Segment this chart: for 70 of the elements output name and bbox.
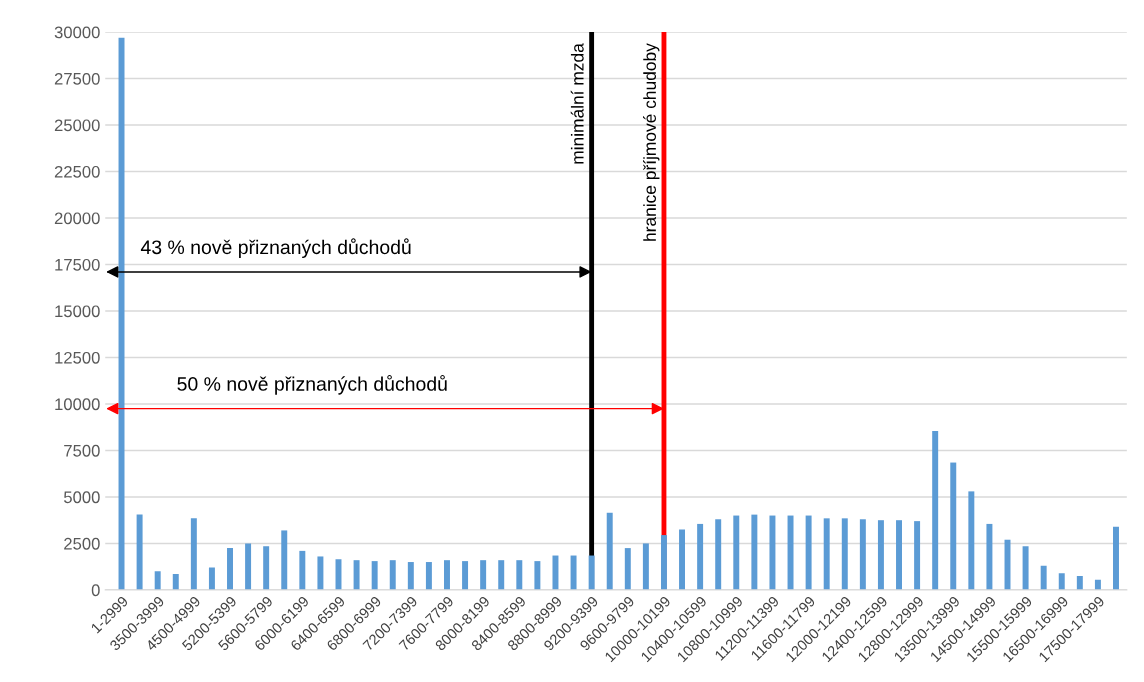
bar — [299, 550, 306, 590]
bar — [679, 529, 686, 590]
bar — [914, 521, 921, 590]
bar — [751, 514, 758, 590]
bar — [1058, 573, 1065, 590]
bar — [462, 561, 469, 590]
y-tick-label: 27500 — [54, 72, 100, 85]
bar — [697, 523, 704, 590]
bar — [498, 560, 505, 590]
bar — [154, 571, 161, 590]
bar — [245, 543, 252, 590]
y-tick-label: 5000 — [63, 491, 100, 504]
y-tick-label: 22500 — [54, 165, 100, 178]
bar — [950, 462, 957, 590]
bar — [986, 523, 993, 590]
bar — [823, 518, 830, 590]
bar — [263, 546, 270, 590]
bar — [407, 562, 414, 590]
bar — [642, 543, 649, 590]
annotation: 50 % nově přiznaných důchodů — [177, 374, 447, 395]
bar — [588, 555, 595, 590]
bar — [371, 561, 378, 590]
y-tick-label: 17500 — [55, 258, 100, 271]
y-tick-label: 10000 — [55, 398, 100, 411]
y-tick-label: 0 — [91, 584, 100, 597]
bar — [136, 514, 143, 590]
ref-line-label: minimální mzda — [570, 43, 584, 164]
bar — [444, 560, 450, 590]
bar — [1076, 575, 1083, 590]
bar — [968, 491, 975, 590]
bar — [1040, 565, 1047, 590]
ref-line-label: hranice příjmové chudoby — [643, 43, 660, 241]
bar — [118, 37, 125, 590]
bar — [932, 430, 939, 590]
y-tick-label: 12500 — [55, 351, 100, 364]
y-tick-label: 2500 — [64, 537, 100, 550]
y-tick-label: 7500 — [64, 444, 100, 457]
bar — [480, 560, 487, 590]
bar — [715, 519, 722, 590]
bar — [606, 512, 613, 590]
y-tick-label: 15000 — [55, 305, 100, 318]
bar — [534, 561, 541, 590]
bar — [552, 555, 559, 590]
bar — [317, 556, 324, 590]
bar — [624, 548, 631, 590]
y-tick-label: 30000 — [54, 26, 100, 39]
bar — [227, 548, 233, 590]
bar — [805, 515, 812, 590]
bar — [896, 520, 902, 590]
y-tick-label: 25000 — [54, 119, 100, 132]
bar — [389, 560, 396, 590]
bar — [353, 560, 360, 590]
bar — [1113, 526, 1119, 590]
bar — [1022, 546, 1029, 590]
bar — [570, 555, 577, 590]
bar — [516, 560, 523, 590]
bar — [660, 535, 667, 590]
bar — [190, 518, 197, 590]
bar — [208, 567, 215, 590]
bar — [425, 562, 432, 590]
y-tick-label: 20000 — [54, 212, 100, 225]
annotation: 43 % nově přiznaných důchodů — [140, 238, 411, 258]
bar — [877, 520, 884, 590]
bar — [172, 574, 179, 590]
bar — [841, 518, 848, 590]
bar — [281, 530, 288, 590]
bar — [733, 515, 740, 590]
bar — [859, 519, 866, 590]
bar — [787, 515, 794, 590]
bar — [769, 515, 776, 590]
